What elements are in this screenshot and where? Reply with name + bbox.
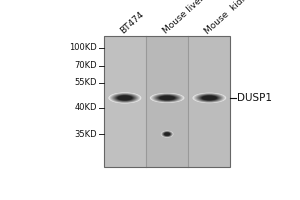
Ellipse shape — [152, 93, 183, 102]
Ellipse shape — [164, 133, 170, 136]
Ellipse shape — [150, 93, 184, 103]
Text: DUSP1: DUSP1 — [238, 93, 272, 103]
Bar — [104, 36, 146, 167]
Ellipse shape — [194, 93, 225, 103]
Ellipse shape — [158, 95, 177, 101]
Ellipse shape — [161, 131, 173, 137]
Ellipse shape — [162, 131, 172, 137]
Ellipse shape — [112, 94, 137, 102]
Ellipse shape — [151, 93, 184, 103]
Ellipse shape — [164, 132, 171, 136]
Ellipse shape — [111, 93, 139, 103]
Ellipse shape — [155, 94, 179, 101]
Ellipse shape — [152, 94, 182, 102]
Ellipse shape — [163, 132, 171, 136]
Ellipse shape — [197, 94, 222, 102]
Bar — [188, 36, 230, 167]
Ellipse shape — [118, 95, 132, 100]
Ellipse shape — [154, 94, 180, 102]
Text: 100KD: 100KD — [69, 43, 97, 52]
Ellipse shape — [161, 131, 173, 137]
Text: Mouse liver: Mouse liver — [161, 0, 206, 36]
Ellipse shape — [196, 94, 223, 102]
Ellipse shape — [162, 132, 172, 137]
Ellipse shape — [200, 95, 219, 101]
Text: 70KD: 70KD — [74, 61, 97, 70]
Ellipse shape — [159, 96, 175, 100]
Ellipse shape — [164, 132, 170, 136]
Ellipse shape — [157, 95, 178, 101]
Ellipse shape — [163, 132, 172, 137]
Text: Mouse  kidney: Mouse kidney — [203, 0, 258, 36]
Ellipse shape — [202, 96, 217, 100]
Ellipse shape — [161, 131, 173, 138]
Ellipse shape — [109, 93, 140, 103]
Ellipse shape — [197, 94, 221, 102]
Ellipse shape — [110, 93, 140, 103]
Ellipse shape — [115, 95, 135, 101]
Ellipse shape — [195, 93, 224, 102]
Text: 55KD: 55KD — [74, 78, 97, 87]
Ellipse shape — [116, 95, 134, 101]
Bar — [104, 36, 230, 167]
Bar — [146, 36, 188, 167]
Ellipse shape — [156, 95, 178, 101]
Ellipse shape — [198, 95, 220, 101]
Ellipse shape — [158, 95, 176, 100]
Ellipse shape — [163, 132, 171, 136]
Text: 40KD: 40KD — [74, 103, 97, 112]
Ellipse shape — [113, 94, 136, 102]
Ellipse shape — [199, 95, 220, 101]
Text: BT474: BT474 — [119, 10, 146, 36]
Ellipse shape — [112, 93, 138, 102]
Ellipse shape — [162, 131, 172, 137]
Ellipse shape — [114, 94, 136, 102]
Ellipse shape — [193, 93, 225, 103]
Ellipse shape — [193, 93, 226, 103]
Ellipse shape — [117, 95, 133, 101]
Ellipse shape — [153, 94, 181, 102]
Ellipse shape — [201, 95, 218, 101]
Text: 35KD: 35KD — [74, 130, 97, 139]
Ellipse shape — [108, 92, 141, 103]
